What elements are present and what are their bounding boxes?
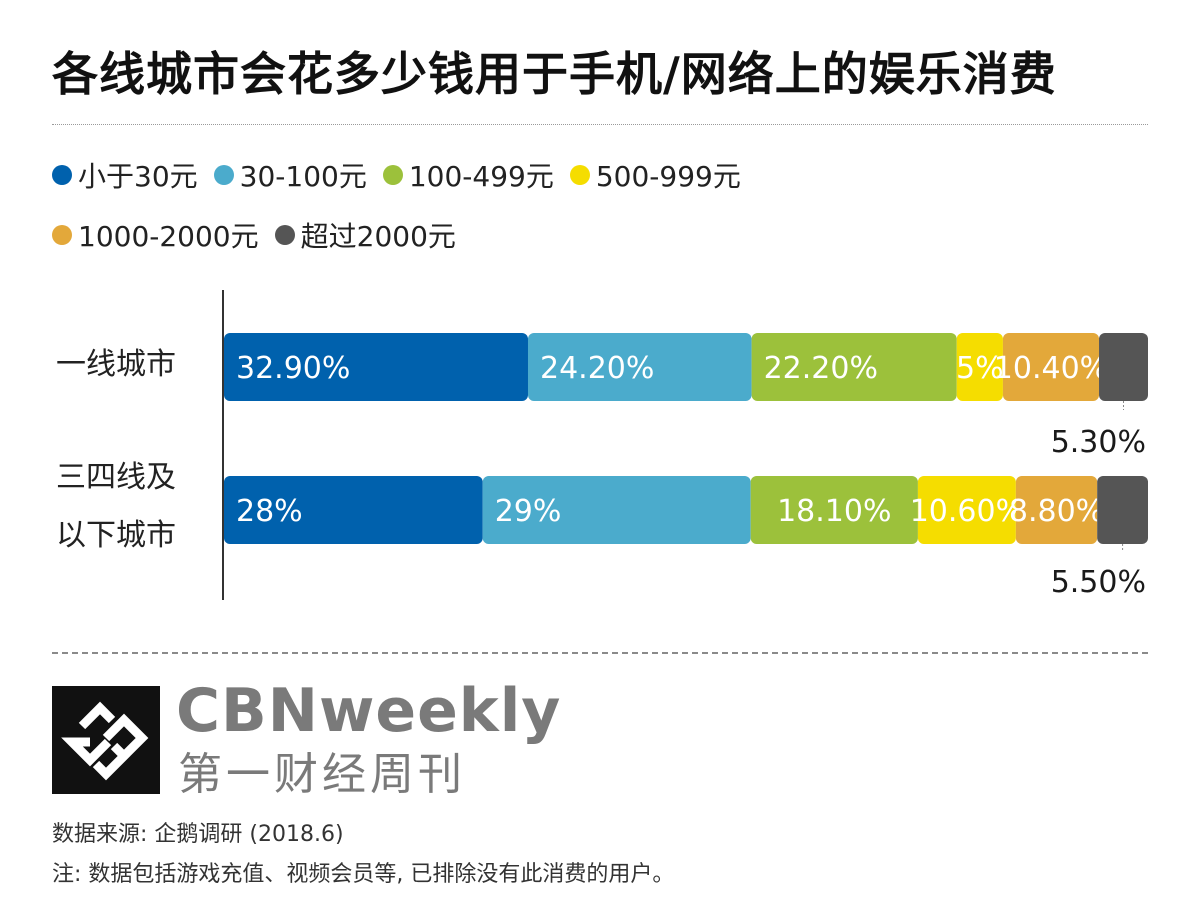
data-label: 10.40% — [994, 351, 1108, 386]
bar-segment — [1002, 333, 1100, 401]
cbn-logo-icon — [61, 701, 149, 781]
row-label-line: 一线城市 — [56, 347, 176, 382]
category-axis-line — [222, 290, 224, 600]
legend-label: 1000-2000元 — [78, 220, 259, 253]
legend: 小于30元 30-100元 100-499元 500-999元 1000-200… — [52, 150, 1152, 270]
brand-name-chinese: 第一财经周刊 — [178, 749, 466, 800]
legend-label: 小于30元 — [78, 160, 198, 193]
legend-dot-icon — [52, 165, 72, 185]
legend-item-gt2000: 超过2000元 — [274, 215, 456, 255]
bar-segment — [1097, 476, 1148, 544]
data-label: 5.50% — [1051, 565, 1146, 600]
data-label: 32.90% — [236, 351, 350, 386]
legend-item-100-499: 100-499元 — [382, 155, 554, 195]
data-label: 18.10% — [777, 494, 891, 529]
footnote: 注: 数据包括游戏充值、视频会员等, 已排除没有此消费的用户。 — [52, 862, 675, 887]
bar-segment — [527, 333, 752, 401]
data-label: 5.30% — [1051, 425, 1146, 460]
data-source: 数据来源: 企鹅调研 (2018.6) — [52, 822, 344, 847]
legend-label: 100-499元 — [408, 160, 554, 193]
legend-dot-icon — [569, 165, 590, 185]
brand-name-english: CBNweekly — [176, 676, 562, 746]
data-label: 24.20% — [540, 351, 654, 386]
legend-label: 30-100元 — [239, 160, 367, 193]
data-label: 5% — [956, 351, 1004, 386]
bar-segment — [1099, 333, 1148, 401]
bar-segment — [750, 476, 918, 544]
bar-segment — [224, 333, 528, 401]
row-label-tier34: 三四线及 以下城市 — [56, 449, 216, 565]
data-label: 8.80% — [1009, 494, 1104, 529]
legend-row-1: 小于30元 30-100元 100-499元 500-999元 — [52, 150, 1152, 200]
row-label-line: 以下城市 — [56, 518, 176, 553]
data-label: 29% — [495, 494, 562, 529]
legend-dot-icon — [213, 165, 234, 185]
legend-item-500-999: 500-999元 — [569, 155, 741, 195]
legend-dot-icon — [52, 225, 72, 245]
legend-item-30-100: 30-100元 — [213, 155, 367, 195]
data-label: 22.20% — [764, 351, 878, 386]
title-divider — [52, 124, 1148, 125]
legend-label: 超过2000元 — [300, 220, 456, 253]
legend-item-lt30: 小于30元 — [52, 155, 198, 195]
bar-segment — [224, 476, 483, 544]
chart-title: 各线城市会花多少钱用于手机/网络上的娱乐消费 — [52, 47, 1057, 101]
footer-divider — [52, 652, 1148, 654]
bar-segment — [751, 333, 957, 401]
row-label-line: 三四线及 — [56, 460, 176, 495]
data-label: 28% — [236, 494, 303, 529]
bar-segment — [1015, 476, 1098, 544]
bar-segment — [956, 333, 1003, 401]
legend-item-1000-2000: 1000-2000元 — [52, 215, 259, 255]
data-label: 10.60% — [910, 494, 1024, 529]
legend-label: 500-999元 — [595, 160, 741, 193]
cbn-logo — [52, 686, 160, 794]
row-label-tier1: 一线城市 — [56, 336, 216, 394]
bar-segment — [482, 476, 751, 544]
legend-dot-icon — [274, 225, 295, 245]
legend-dot-icon — [382, 165, 403, 185]
bar-segment — [917, 476, 1016, 544]
legend-row-2: 1000-2000元 超过2000元 — [52, 210, 1152, 260]
